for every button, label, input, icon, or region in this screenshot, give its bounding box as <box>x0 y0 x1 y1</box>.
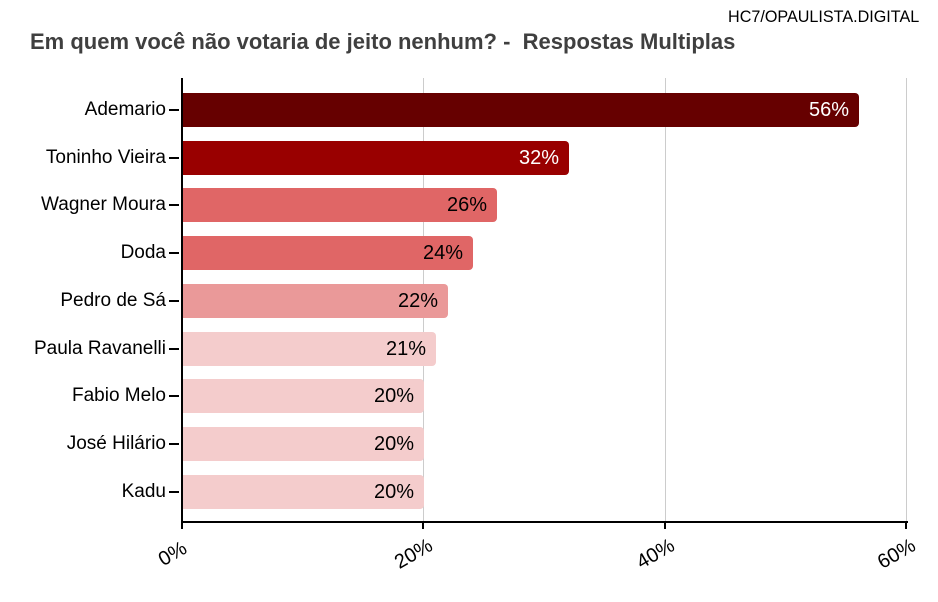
category-label: Paula Ravanelli <box>33 338 166 359</box>
value-label: 20% <box>373 433 414 455</box>
category-label: Fabio Melo <box>72 385 166 406</box>
y-axis-line <box>181 78 183 523</box>
bar: 20% <box>183 475 424 509</box>
value-label: 20% <box>373 385 414 407</box>
grid-line <box>665 78 666 521</box>
x-axis-line <box>181 521 908 523</box>
category-label: Kadu <box>121 481 166 502</box>
x-tick-label: 40% <box>632 534 679 574</box>
category-label: Wagner Moura <box>41 194 166 215</box>
x-axis-tick <box>905 523 907 529</box>
bar: 56% <box>183 93 859 127</box>
bar: 22% <box>183 284 448 318</box>
x-tick-label: 20% <box>390 534 437 574</box>
plot-area: 56% 32% 26% 24% 22% 21% 20% 20% 20% <box>183 78 907 521</box>
x-axis-tick <box>664 523 666 529</box>
chart-title: Em quem você não votaria de jeito nenhum… <box>30 29 736 54</box>
bar: 26% <box>183 188 497 222</box>
grid-line <box>906 78 907 521</box>
category-label: Doda <box>120 242 166 263</box>
category-label: Pedro de Sá <box>60 290 166 311</box>
category-tick <box>169 204 179 206</box>
watermark: HC7/OPAULISTA.DIGITAL <box>727 7 919 26</box>
value-label: 56% <box>808 99 849 121</box>
value-label: 22% <box>397 290 438 312</box>
category-tick <box>169 252 179 254</box>
x-tick-label: 60% <box>873 534 920 574</box>
value-label: 24% <box>422 242 463 264</box>
category-label: Toninho Vieira <box>45 147 166 168</box>
category-tick <box>169 491 179 493</box>
x-axis-tick <box>422 523 424 529</box>
bar: 21% <box>183 332 436 366</box>
bar: 20% <box>183 379 424 413</box>
category-label: José Hilário <box>66 433 166 454</box>
value-label: 26% <box>446 194 487 216</box>
category-tick <box>169 157 179 159</box>
value-label: 20% <box>373 481 414 503</box>
category-tick <box>169 109 179 111</box>
x-tick-label: 0% <box>154 537 191 571</box>
bar: 24% <box>183 236 473 270</box>
bar: 32% <box>183 141 569 175</box>
category-tick <box>169 348 179 350</box>
x-axis-tick <box>181 523 183 529</box>
category-tick <box>169 300 179 302</box>
value-label: 21% <box>385 338 426 360</box>
bar: 20% <box>183 427 424 461</box>
category-tick <box>169 443 179 445</box>
category-label: Ademario <box>84 99 166 120</box>
category-tick <box>169 395 179 397</box>
value-label: 32% <box>518 147 559 169</box>
